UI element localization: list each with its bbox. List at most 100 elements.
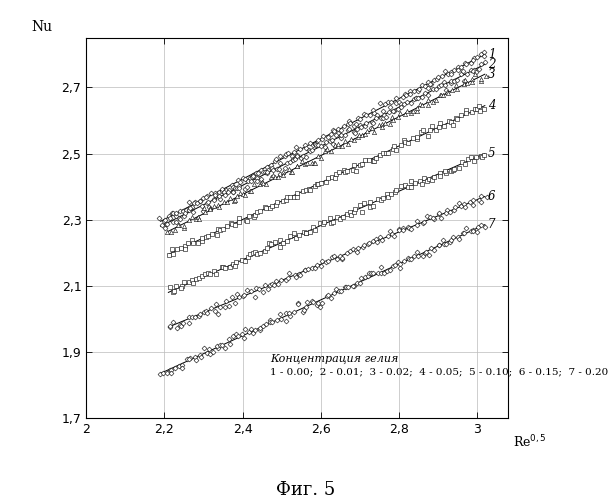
Point xyxy=(270,157,280,165)
Point xyxy=(383,193,393,201)
Point xyxy=(373,268,383,276)
Point xyxy=(232,184,242,192)
Point xyxy=(217,264,226,272)
Point xyxy=(307,298,317,306)
Point xyxy=(321,178,330,186)
Point xyxy=(452,114,461,122)
Point xyxy=(204,198,214,206)
Point xyxy=(252,174,262,182)
Point xyxy=(253,169,263,177)
Point xyxy=(327,173,337,181)
Point xyxy=(262,162,272,170)
Point xyxy=(446,167,456,175)
Point xyxy=(382,267,392,275)
Text: Nu: Nu xyxy=(31,20,53,34)
Point xyxy=(255,207,265,215)
Point xyxy=(350,205,360,213)
Point xyxy=(234,184,244,192)
Point xyxy=(434,123,444,131)
Point xyxy=(217,340,227,348)
Point xyxy=(162,228,171,236)
Point xyxy=(285,166,294,173)
Point xyxy=(228,332,238,340)
Point xyxy=(289,308,299,316)
Point xyxy=(258,322,268,330)
Point xyxy=(245,328,255,336)
Point xyxy=(417,81,427,89)
Point xyxy=(215,226,225,234)
Point xyxy=(439,122,449,130)
Point xyxy=(190,353,200,361)
Point xyxy=(351,167,361,175)
Point xyxy=(343,120,353,128)
Point xyxy=(218,186,228,194)
Point xyxy=(267,318,277,326)
Point xyxy=(299,152,308,160)
Point xyxy=(197,272,207,280)
Point xyxy=(428,214,438,222)
Point xyxy=(389,142,398,150)
Point xyxy=(435,92,444,100)
Point xyxy=(265,281,275,289)
Point xyxy=(366,124,376,132)
Point xyxy=(258,168,268,176)
Point xyxy=(285,310,294,318)
Point xyxy=(433,73,442,81)
Point xyxy=(212,231,222,239)
Point xyxy=(476,220,485,228)
Point xyxy=(240,191,250,199)
Point xyxy=(445,238,455,246)
Point xyxy=(336,134,346,142)
Point xyxy=(371,236,381,244)
Point xyxy=(368,106,378,114)
Point xyxy=(240,257,250,265)
Point xyxy=(345,120,355,128)
Point xyxy=(315,219,325,227)
Point xyxy=(181,209,190,217)
Point xyxy=(174,362,184,370)
Point xyxy=(421,248,431,256)
Point xyxy=(327,136,337,144)
Point xyxy=(206,204,215,212)
Point xyxy=(225,340,234,348)
Point xyxy=(332,132,341,140)
Point xyxy=(333,129,343,137)
Point xyxy=(323,174,333,182)
Point xyxy=(298,308,308,316)
Point xyxy=(179,222,189,230)
Point xyxy=(336,126,346,134)
Point xyxy=(184,198,194,206)
Point xyxy=(427,122,437,130)
Point xyxy=(472,228,482,235)
Point xyxy=(349,162,359,170)
Point xyxy=(468,227,478,235)
Point xyxy=(295,270,305,278)
Point xyxy=(159,216,169,224)
Point xyxy=(185,204,195,212)
Point xyxy=(376,196,386,204)
Point xyxy=(290,154,300,162)
Point xyxy=(237,256,247,264)
Point xyxy=(472,105,482,113)
Point xyxy=(177,361,187,369)
Point xyxy=(436,81,446,89)
Point xyxy=(391,100,401,108)
Point xyxy=(239,190,248,198)
Point xyxy=(367,118,377,126)
Point xyxy=(283,159,293,167)
Point xyxy=(418,219,428,227)
Point xyxy=(187,204,196,212)
Point xyxy=(316,262,326,270)
Point xyxy=(310,140,319,148)
Point xyxy=(270,238,280,246)
Point xyxy=(367,124,377,132)
Point xyxy=(293,162,302,170)
Point xyxy=(348,166,358,174)
Point xyxy=(312,180,321,188)
Point xyxy=(334,142,343,150)
Point xyxy=(263,285,272,293)
Point xyxy=(458,67,468,75)
Point xyxy=(356,274,366,282)
Point xyxy=(336,130,346,138)
Point xyxy=(362,110,371,118)
